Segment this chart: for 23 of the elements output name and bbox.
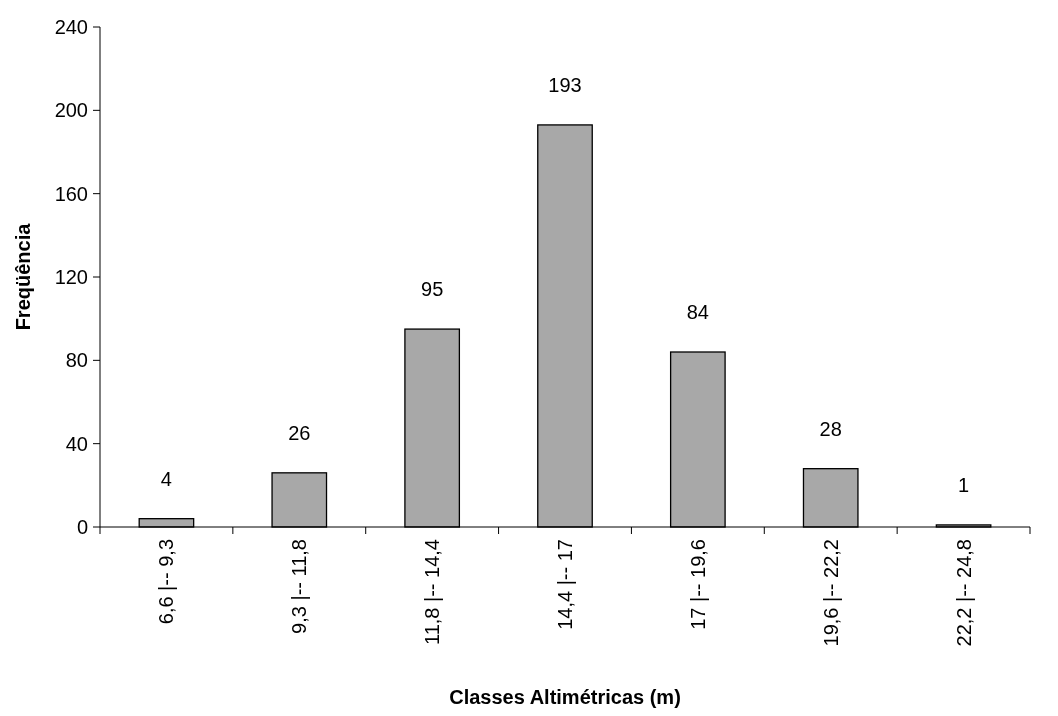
data-label: 28 [819,417,842,440]
y-tick-label: 240 [54,16,88,38]
y-axis-title: Freqüência [12,222,34,331]
y-tick-label: 0 [76,516,88,538]
x-tick-label: 17 |-- 19,6 [686,539,709,630]
y-tick-label: 120 [54,266,88,288]
y-tick-label: 40 [65,432,88,455]
x-tick-label: 9,3 |-- 11,8 [288,539,311,634]
x-axis-title: Classes Altimétricas (m) [449,686,681,708]
data-label: 193 [548,73,582,96]
y-tick-label: 200 [54,99,88,122]
data-label: 1 [958,473,970,496]
data-label: 95 [421,278,444,301]
y-tick-label: 80 [65,349,88,372]
x-tick-label: 11,8 |-- 14,4 [421,539,444,645]
data-label: 4 [160,467,172,490]
data-label: 84 [686,301,709,323]
x-tick-label: 6,6 |-- 9,3 [155,539,178,625]
x-tick-label: 19,6 |-- 22,2 [819,539,842,647]
x-tick-label: 14,4 |-- 17 [554,539,576,630]
y-tick-label: 160 [54,182,88,205]
x-tick-label: 22,2 |-- 24,8 [952,539,975,647]
data-label: 26 [288,421,311,444]
